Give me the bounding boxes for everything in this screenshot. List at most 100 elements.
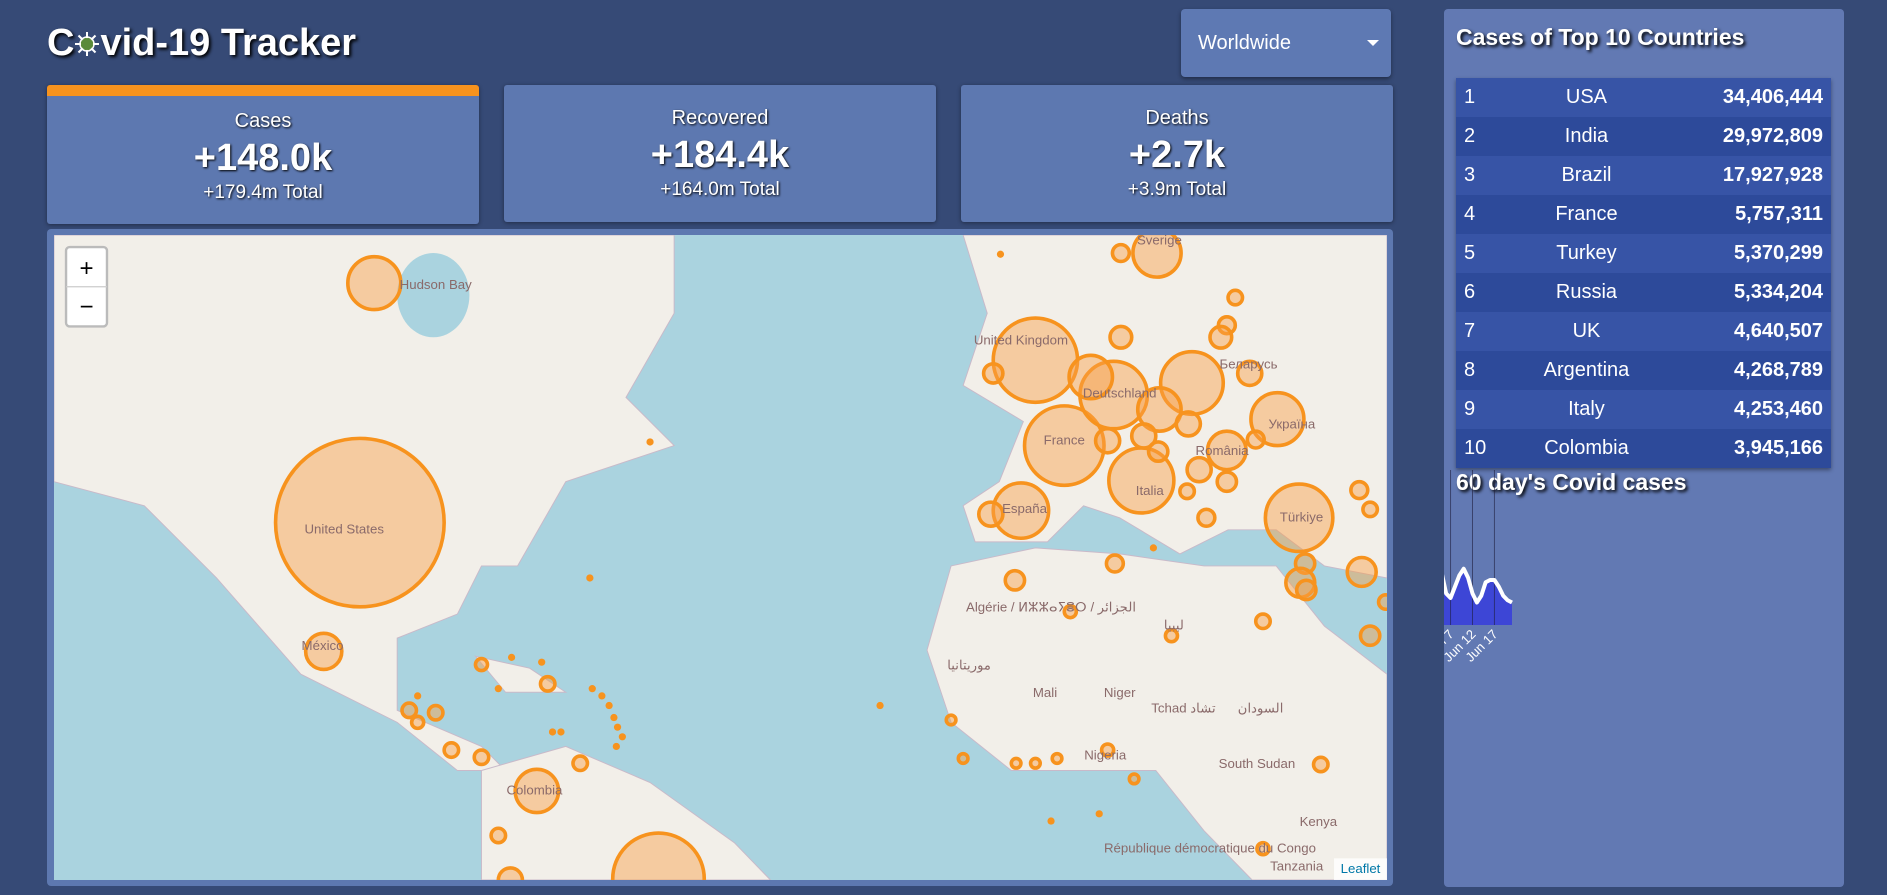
zoom-control: + −: [64, 245, 109, 328]
map-label: Tchad تشاد: [1151, 701, 1216, 716]
case-circle: [473, 656, 490, 673]
table-row: 5 Turkey 5,370,299: [1456, 234, 1831, 273]
case-circle: [1196, 507, 1217, 529]
cases: 5,757,311: [1735, 203, 1823, 225]
map-label: México: [302, 638, 344, 653]
side-panel: [1444, 9, 1844, 887]
case-dot: [538, 658, 546, 666]
map-label: Algérie / ⵍⵣⵣⴰⵢⴻⵔ / الجزائر: [966, 600, 1136, 616]
cases: 5,334,204: [1734, 281, 1823, 303]
rank: 1: [1464, 86, 1476, 108]
case-circle: [1263, 482, 1335, 554]
country: India: [1564, 125, 1609, 147]
case-circle: [1253, 612, 1273, 631]
case-circle: [1249, 390, 1306, 448]
case-circle: [944, 713, 958, 727]
case-circle: [409, 714, 426, 731]
table-row: 10 Colombia 3,945,166: [1456, 429, 1831, 468]
case-circle: [426, 703, 445, 722]
case-circle: [991, 481, 1051, 541]
card-label: Deaths: [1145, 107, 1209, 129]
case-circle: [610, 831, 707, 880]
rank: 3: [1464, 164, 1476, 186]
country: USA: [1565, 86, 1608, 108]
case-circle: [1311, 755, 1330, 774]
case-circle: [1067, 353, 1115, 401]
case-circle: [991, 316, 1080, 405]
case-dot: [618, 733, 626, 741]
rank: 9: [1464, 398, 1476, 420]
table-row: 6 Russia 5,334,204: [1456, 273, 1831, 312]
case-circle: [1174, 410, 1203, 438]
case-dot: [548, 728, 557, 736]
case-circle: [303, 631, 344, 672]
case-circle: [513, 767, 561, 815]
cases: 4,268,789: [1734, 359, 1823, 381]
map-label: Mali: [1033, 685, 1057, 700]
map-label: Nigeria: [1084, 748, 1127, 763]
country: Italy: [1568, 398, 1605, 420]
rank: 6: [1464, 281, 1476, 303]
table-row: 8 Argentina 4,268,789: [1456, 351, 1831, 390]
zoom-out[interactable]: −: [79, 293, 93, 320]
case-circle: [472, 748, 491, 767]
map-label: United Kingdom: [974, 333, 1068, 348]
country-dropdown[interactable]: Worldwide: [1181, 9, 1391, 77]
case-circles: [273, 235, 1387, 880]
top-countries-table: 1 USA 34,406,444 2 India 29,972,809 3 Brazil 17,…: [1456, 78, 1831, 468]
attribution[interactable]: Leaflet: [1341, 861, 1381, 876]
card-total: +3.9m Total: [1127, 179, 1227, 200]
case-circle: [1129, 422, 1158, 450]
case-dot: [1047, 817, 1055, 825]
map-label: Sverige: [1137, 235, 1182, 248]
map-label: France: [1044, 432, 1085, 447]
map-label: السودان: [1238, 701, 1284, 717]
case-circle: [976, 500, 1005, 529]
map-label: România: [1196, 443, 1250, 458]
country: Turkey: [1556, 242, 1617, 264]
case-circle: [1093, 426, 1122, 455]
attribution-bg: [1334, 858, 1387, 880]
card-recovered[interactable]: Recovered +184.4k +164.0m Total: [504, 85, 936, 222]
map-label: Deutschland: [1083, 385, 1157, 400]
card-today: +148.0k: [193, 137, 333, 179]
card-today: +2.7k: [1128, 134, 1226, 176]
map-label: ليبيا: [1164, 618, 1184, 633]
table-row: 2 India 29,972,809: [1456, 117, 1831, 156]
case-dot: [610, 713, 618, 722]
case-dot: [612, 742, 620, 751]
table-title: Cases of Top 10 Countries: [1456, 24, 1745, 50]
cases: 3,945,166: [1734, 437, 1823, 459]
land: [54, 235, 1387, 880]
rank: 8: [1464, 359, 1476, 381]
zoom-in[interactable]: +: [79, 255, 93, 282]
case-dot: [646, 438, 654, 446]
case-circle: [1358, 624, 1382, 648]
country: Colombia: [1544, 437, 1629, 459]
chart-title: 60 day's Covid cases: [1456, 470, 1687, 495]
card-deaths[interactable]: Deaths +2.7k +3.9m Total: [961, 85, 1393, 222]
case-circle: [1003, 568, 1027, 592]
dropdown-value: Worldwide: [1198, 32, 1291, 54]
map-label: Türkiye: [1280, 509, 1323, 524]
case-circle: [1022, 404, 1106, 488]
title-start: C: [47, 22, 75, 64]
case-dot: [588, 685, 596, 693]
table-row: 7 UK 4,640,507: [1456, 312, 1831, 351]
case-dot: [605, 701, 613, 710]
table-row: 1 USA 34,406,444: [1456, 78, 1831, 117]
case-dot: [1095, 810, 1103, 818]
case-circle: [273, 436, 446, 609]
map[interactable]: Hudson Bay United States México Colombia Uni…: [54, 235, 1387, 880]
case-circle: [1185, 455, 1213, 484]
title-end: vid-19 Tracker: [100, 22, 357, 64]
case-circle: [1255, 840, 1271, 857]
case-circle: [1050, 751, 1064, 766]
cases: 5,370,299: [1734, 242, 1823, 264]
case-circle: [1146, 440, 1170, 464]
case-circle: [1245, 429, 1266, 450]
card-cases[interactable]: Cases +148.0k +179.4m Total: [47, 85, 479, 224]
rank: 10: [1464, 437, 1487, 459]
country: France: [1555, 203, 1618, 225]
